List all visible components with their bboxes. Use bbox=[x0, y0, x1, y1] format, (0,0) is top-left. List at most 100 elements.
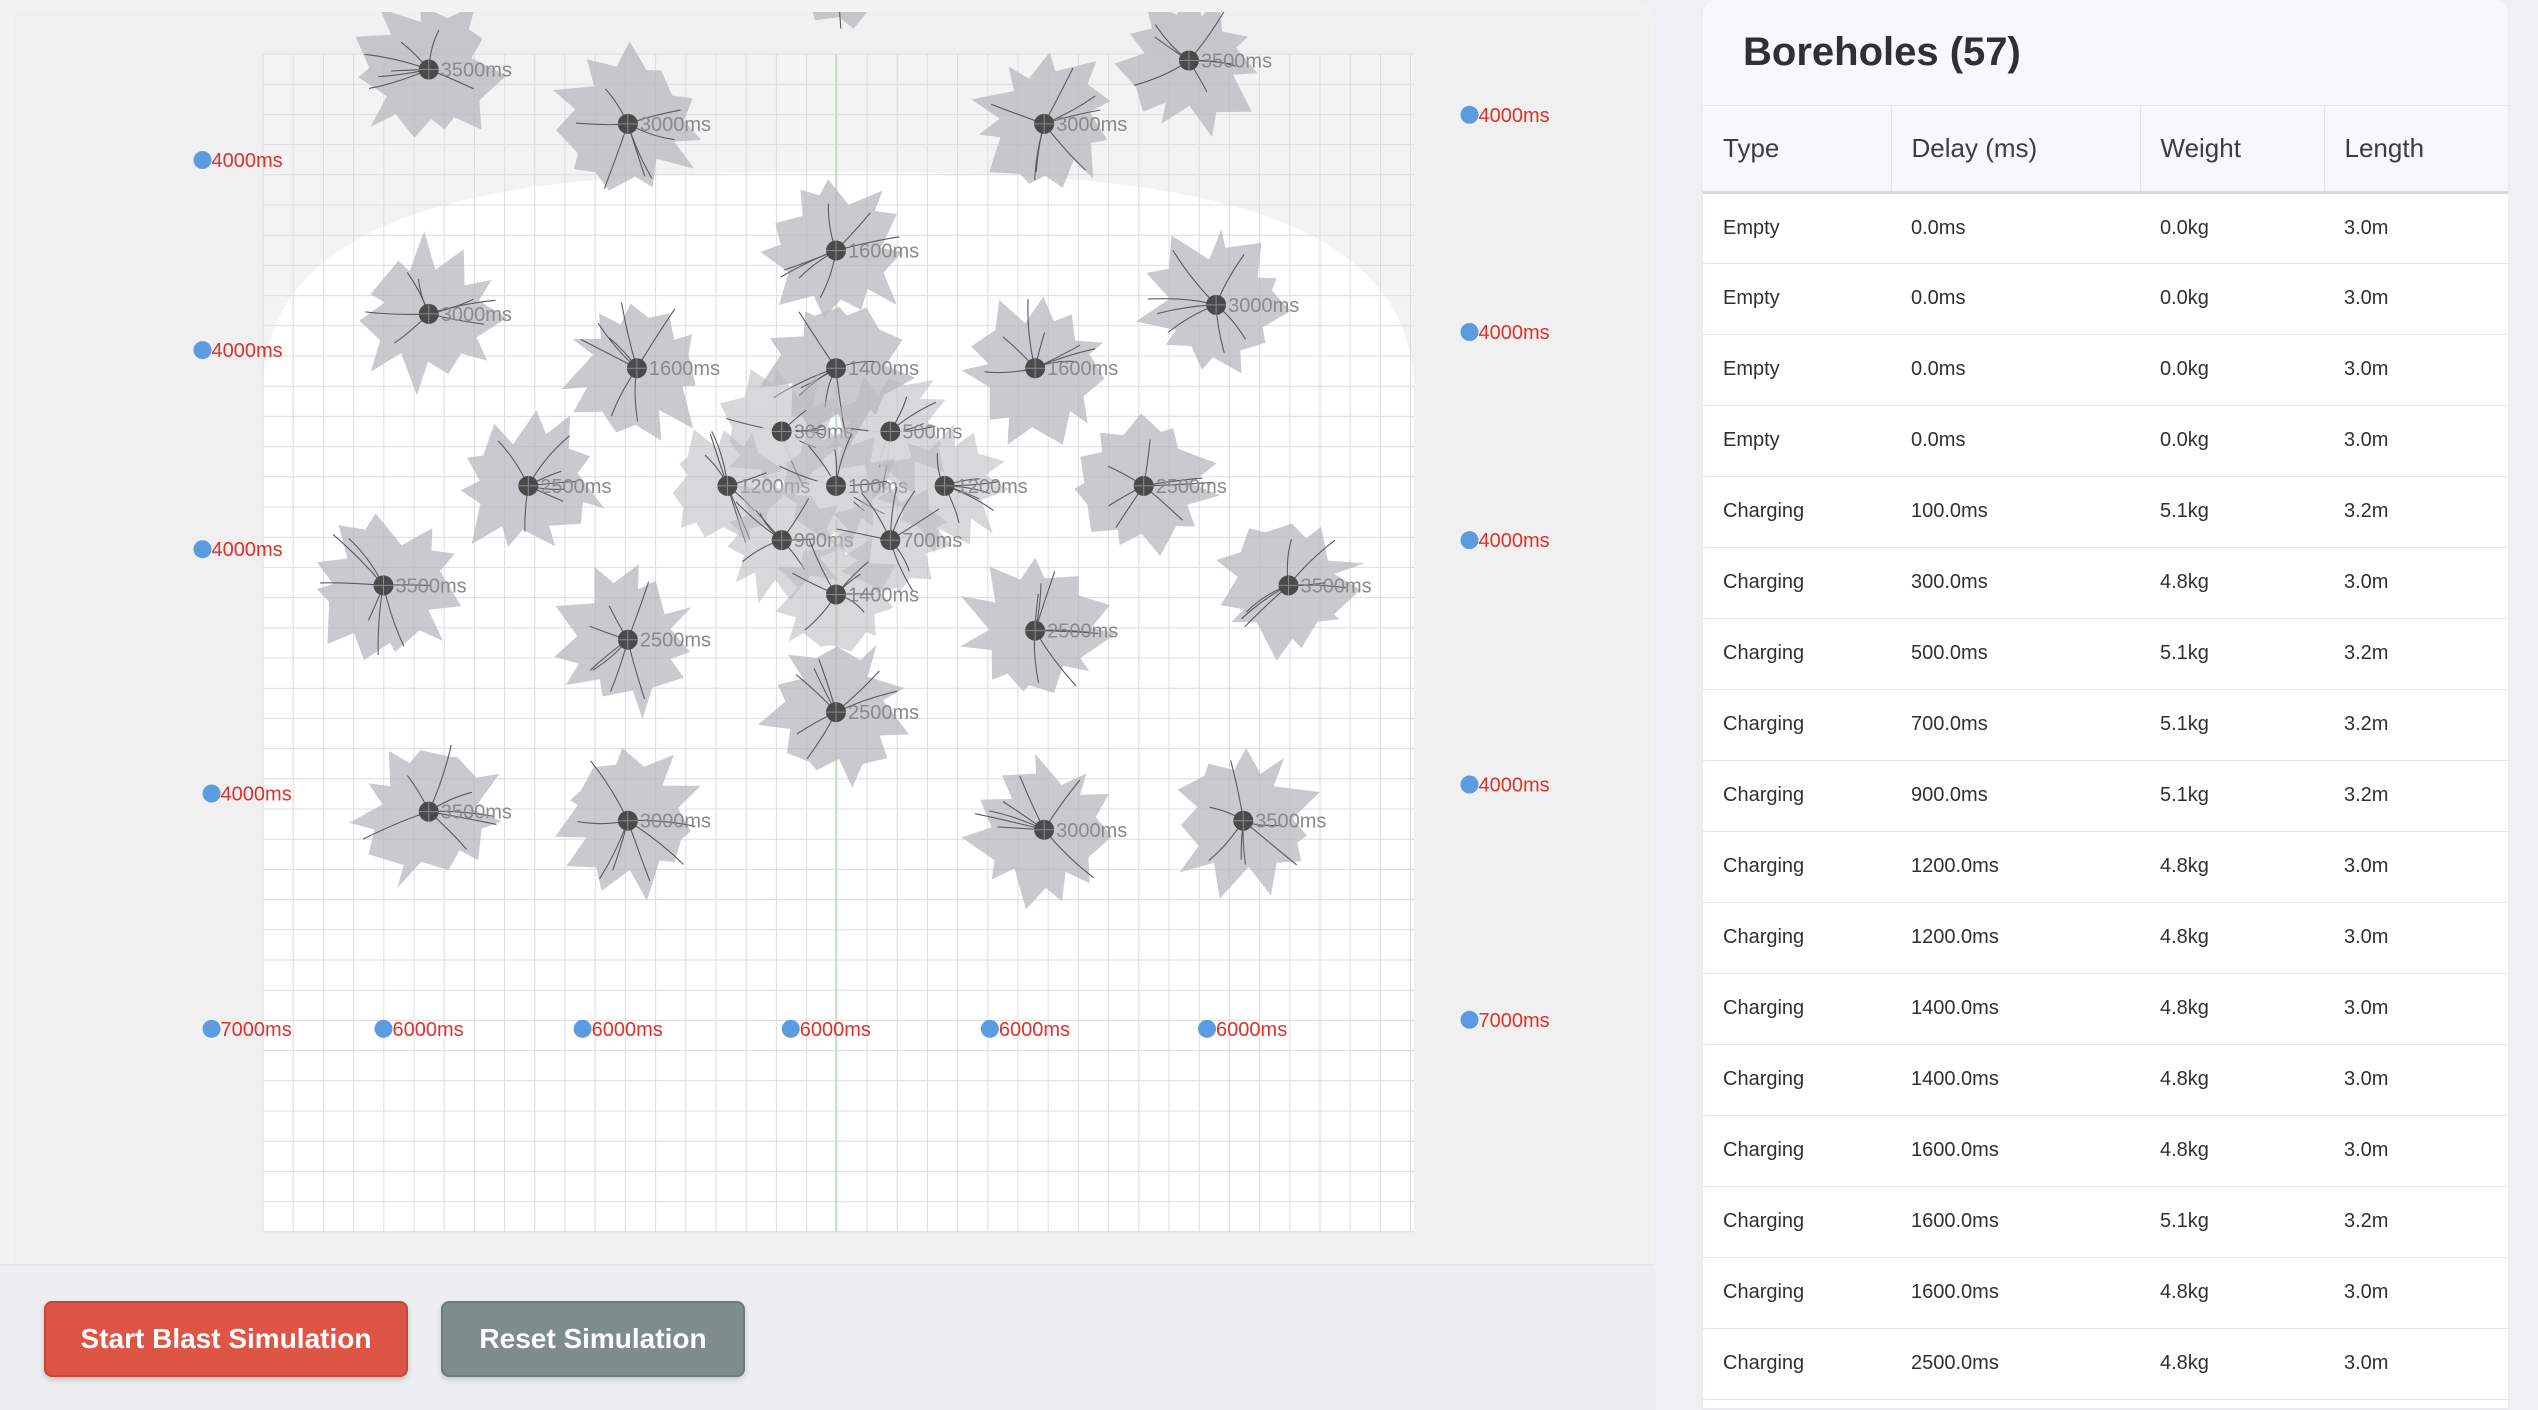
cell-type: Charging bbox=[1703, 618, 1891, 690]
blast-hole[interactable]: 2500ms bbox=[554, 564, 712, 720]
perimeter-hole[interactable]: 4000ms bbox=[193, 150, 283, 172]
table-row[interactable]: Charging 1200.0ms 4.8kg 3.0m bbox=[1703, 902, 2508, 974]
cell-delay: 0.0ms bbox=[1891, 334, 2140, 406]
blast-hole[interactable]: 2500ms bbox=[960, 557, 1118, 693]
blast-fragment bbox=[1114, 12, 1258, 137]
blast-hole[interactable]: 1600ms bbox=[760, 179, 919, 318]
column-header-type[interactable]: Type bbox=[1703, 106, 1892, 194]
blast-hole[interactable]: 3500ms bbox=[769, 12, 919, 29]
blast-simulation-canvas[interactable]: 3500ms 3500ms 3000ms 3000ms 3500ms 1600ms 3000… bbox=[14, 12, 1650, 1264]
cell-length: 3.0m bbox=[2324, 1328, 2508, 1400]
table-row[interactable]: Charging 100.0ms 5.1kg 3.2m bbox=[1703, 476, 2508, 548]
blast-hole[interactable]: 3500ms bbox=[349, 744, 512, 888]
table-row[interactable]: Empty 0.0ms 0.0kg 3.0m bbox=[1703, 192, 2508, 264]
table-body: Empty 0.0ms 0.0kg 3.0m Empty 0.0ms 0.0kg 3.0m Em… bbox=[1703, 192, 2508, 1400]
table-row[interactable]: Charging 1600.0ms 4.8kg 3.0m bbox=[1703, 1257, 2508, 1329]
cell-type: Charging bbox=[1703, 1044, 1891, 1116]
cell-type: Charging bbox=[1703, 902, 1891, 974]
perimeter-hole[interactable]: 4000ms bbox=[1460, 105, 1550, 127]
perimeter-hole-marker bbox=[1460, 531, 1479, 550]
perimeter-hole-marker bbox=[1460, 1010, 1479, 1029]
column-header-weight[interactable]: Weight bbox=[2140, 106, 2325, 194]
perimeter-hole-marker bbox=[980, 1019, 999, 1038]
perimeter-hole[interactable]: 7000ms bbox=[202, 1019, 292, 1041]
blast-hole[interactable]: 3500ms bbox=[1114, 12, 1273, 137]
table-row[interactable]: Charging 1600.0ms 5.1kg 3.2m bbox=[1703, 1186, 2508, 1258]
blast-hole[interactable]: 3500ms bbox=[1177, 747, 1327, 899]
cell-delay: 100.0ms bbox=[1891, 476, 2140, 548]
blast-delay-label: 2500ms bbox=[540, 476, 611, 498]
cell-length: 3.2m bbox=[2324, 618, 2508, 690]
perimeter-hole[interactable]: 6000ms bbox=[781, 1019, 871, 1041]
blast-delay-label: 2500ms bbox=[640, 630, 711, 652]
blast-hole[interactable]: 3000ms bbox=[971, 52, 1127, 188]
column-header-delay[interactable]: Delay (ms) bbox=[1891, 106, 2141, 194]
table-row[interactable]: Charging 700.0ms 5.1kg 3.2m bbox=[1703, 689, 2508, 761]
perimeter-hole[interactable]: 7000ms bbox=[1460, 1010, 1550, 1032]
blast-hole[interactable]: 2500ms bbox=[758, 644, 919, 788]
cell-delay: 1600.0ms bbox=[1891, 1115, 2140, 1187]
panel-header: Boreholes (57) bbox=[1703, 0, 2508, 106]
perimeter-delay-label: 4000ms bbox=[221, 784, 292, 806]
perimeter-hole[interactable]: 4000ms bbox=[202, 784, 292, 806]
table-header-row: Type Delay (ms) Weight Length bbox=[1703, 106, 2508, 194]
perimeter-hole[interactable]: 6000ms bbox=[1198, 1019, 1287, 1041]
perimeter-delay-label: 4000ms bbox=[1479, 775, 1550, 797]
table-row[interactable]: Charging 900.0ms 5.1kg 3.2m bbox=[1703, 760, 2508, 832]
table-row[interactable]: Charging 1200.0ms 4.8kg 3.0m bbox=[1703, 831, 2508, 903]
start-blast-simulation-button[interactable]: Start Blast Simulation bbox=[44, 1301, 408, 1377]
blast-hole[interactable]: 1400ms bbox=[775, 537, 919, 652]
blast-hole[interactable]: 3000ms bbox=[1135, 229, 1299, 374]
perimeter-hole[interactable]: 4000ms bbox=[193, 340, 283, 362]
blast-hole[interactable]: 3500ms bbox=[316, 513, 467, 660]
blast-delay-label: 1600ms bbox=[649, 358, 720, 380]
table-row[interactable]: Empty 0.0ms 0.0kg 3.0m bbox=[1703, 263, 2508, 335]
table-row[interactable]: Charging 1400.0ms 4.8kg 3.0m bbox=[1703, 1044, 2508, 1116]
blast-hole[interactable]: 500ms bbox=[826, 376, 962, 499]
simulation-panel: 3500ms 3500ms 3000ms 3000ms 3500ms 1600ms 3000… bbox=[14, 12, 1650, 1377]
table-row[interactable]: Charging 500.0ms 5.1kg 3.2m bbox=[1703, 618, 2508, 690]
perimeter-hole[interactable]: 4000ms bbox=[193, 539, 283, 561]
blast-hole[interactable]: 3500ms bbox=[355, 12, 512, 138]
table-row[interactable]: Charging 2500.0ms 4.8kg 3.0m bbox=[1703, 1328, 2508, 1400]
cell-length: 3.0m bbox=[2324, 192, 2508, 264]
table-row[interactable]: Charging 300.0ms 4.8kg 3.0m bbox=[1703, 547, 2508, 619]
cell-weight: 4.8kg bbox=[2140, 1115, 2324, 1187]
table-row[interactable]: Charging 1600.0ms 4.8kg 3.0m bbox=[1703, 1115, 2508, 1187]
blast-hole[interactable]: 3000ms bbox=[961, 753, 1128, 910]
cell-length: 3.0m bbox=[2324, 1115, 2508, 1187]
table-row[interactable]: Empty 0.0ms 0.0kg 3.0m bbox=[1703, 334, 2508, 406]
blast-hole[interactable]: 1600ms bbox=[961, 296, 1119, 445]
table-row[interactable]: Charging 1400.0ms 4.8kg 3.0m bbox=[1703, 973, 2508, 1045]
blast-hole[interactable]: 2500ms bbox=[460, 410, 612, 547]
blast-delay-label: 3500ms bbox=[441, 802, 512, 824]
blast-hole[interactable]: 3500ms bbox=[1216, 523, 1372, 661]
cell-weight: 4.8kg bbox=[2140, 831, 2324, 903]
blast-delay-label: 3500ms bbox=[1255, 811, 1326, 833]
perimeter-hole[interactable]: 6000ms bbox=[980, 1019, 1070, 1041]
reset-simulation-button[interactable]: Reset Simulation bbox=[441, 1301, 745, 1377]
cell-delay: 2500.0ms bbox=[1891, 1328, 2140, 1400]
column-header-length[interactable]: Length bbox=[2324, 106, 2508, 194]
blast-hole[interactable]: 3000ms bbox=[359, 231, 512, 396]
perimeter-delay-label: 6000ms bbox=[800, 1019, 871, 1041]
blast-delay-label: 3500ms bbox=[396, 575, 467, 597]
table-row[interactable]: Empty 0.0ms 0.0kg 3.0m bbox=[1703, 405, 2508, 477]
perimeter-hole[interactable]: 4000ms bbox=[1460, 322, 1550, 344]
perimeter-hole[interactable]: 6000ms bbox=[573, 1019, 663, 1041]
perimeter-hole[interactable]: 6000ms bbox=[374, 1019, 464, 1041]
blast-hole[interactable]: 3000ms bbox=[553, 41, 711, 191]
cell-length: 3.0m bbox=[2324, 1257, 2508, 1329]
perimeter-hole[interactable]: 4000ms bbox=[1460, 530, 1550, 552]
cell-length: 3.2m bbox=[2324, 760, 2508, 832]
cell-type: Charging bbox=[1703, 831, 1891, 903]
perimeter-hole[interactable]: 4000ms bbox=[1460, 775, 1550, 797]
blast-hole[interactable]: 2500ms bbox=[1074, 413, 1227, 556]
blast-hole[interactable]: 3000ms bbox=[555, 748, 711, 901]
blast-delay-label: 3000ms bbox=[1056, 820, 1127, 842]
perimeter-delay-label: 7000ms bbox=[221, 1019, 292, 1041]
blast-hole[interactable]: 1600ms bbox=[561, 302, 720, 441]
perimeter-delay-label: 4000ms bbox=[212, 150, 283, 172]
cell-type: Charging bbox=[1703, 1257, 1891, 1329]
blast-delay-label: 3000ms bbox=[441, 304, 512, 326]
